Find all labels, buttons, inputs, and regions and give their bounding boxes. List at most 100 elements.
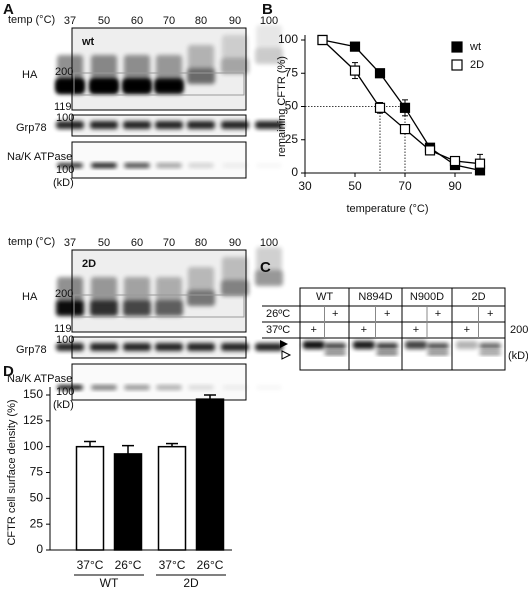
y-tick-label: 25 [30,516,44,530]
band [188,163,214,168]
bar [157,445,187,551]
sample-label: 2D [82,258,96,270]
band [155,300,183,316]
bar [195,398,225,551]
group-label: 2D [183,576,199,590]
arrowhead [281,350,292,360]
y-tick-label: 50 [30,491,44,505]
x-tick-label: 37°C [159,558,186,572]
band [255,343,283,351]
marker-label: 100 [56,334,74,346]
marker [399,102,411,113]
x-tick-label: 90 [448,179,462,193]
lane-label: 37 [64,15,76,27]
bar [75,445,105,551]
band [479,343,502,349]
band [156,55,182,79]
unit-label: (kD) [53,177,74,189]
arrowhead [280,340,288,348]
lane-label: 50 [98,237,110,249]
plus-sign: + [361,324,367,336]
sample-label: wt [81,36,95,48]
band [479,351,502,355]
lane-label: 80 [195,237,207,249]
marker-label: 200 [55,288,73,300]
group-label: N894D [358,291,392,303]
lane-label: 100 [260,15,278,27]
y-tick-label: 100 [278,32,298,46]
blot-frame [71,141,247,179]
marker [424,145,436,156]
band [221,343,249,351]
marker [449,155,461,167]
y-tick-label: 100 [23,439,43,453]
marker-label: 200 [55,66,73,78]
condition-label: 26ºC [266,308,290,320]
band [221,121,249,129]
band [57,385,83,390]
legend-label: wt [469,41,481,53]
band [256,247,282,271]
row-label: Grp78 [16,122,47,134]
band [91,55,117,79]
band [255,121,283,129]
band [187,68,215,84]
y-axis-label: CFTR cell surface density (%) [6,399,18,545]
band [187,290,215,306]
band [124,55,150,79]
band [187,343,215,351]
band [56,121,84,129]
band [90,300,118,316]
lane-label: 100 [260,237,278,249]
y-tick-label: 125 [23,413,43,427]
legend-swatch [451,59,463,71]
marker [317,34,328,46]
lane-label: 80 [195,15,207,27]
plus-sign: + [384,308,390,320]
marker-label: 100 [56,386,74,398]
band [427,343,449,349]
row-label: Grp78 [16,344,47,356]
band [255,48,283,64]
lane-label: 60 [131,237,143,249]
band [256,25,282,49]
band [156,163,182,168]
band [324,351,347,355]
band [123,80,151,92]
row-label: Na/K ATPase [7,373,72,385]
y-tick-label: 50 [285,99,299,113]
marker-label: 100 [56,112,74,124]
legend-label: 2D [470,59,484,71]
band [222,35,248,59]
temp-label: temp (°C) [8,236,55,248]
band [56,80,84,92]
band [124,277,150,301]
y-axis-label: remaining CFTR (%) [276,56,288,157]
band [352,341,375,349]
plus-sign: + [332,308,338,320]
unit-label: (kD) [53,399,74,411]
band [188,45,214,69]
band [376,343,399,349]
band [57,163,83,168]
plus-sign: + [464,324,470,336]
band [222,257,248,281]
y-tick-label: 0 [36,542,43,556]
band [324,343,347,349]
band [56,343,84,351]
band [123,343,151,351]
band [123,300,151,316]
unit-label: (kD) [508,350,528,362]
marker-label: 119 [54,323,72,335]
band [91,163,117,168]
plus-sign: + [487,308,493,320]
row-label: HA [22,69,38,81]
band [256,163,282,168]
group-label: WT [100,576,119,590]
band [156,277,182,301]
blot-frame [71,363,247,401]
band [90,80,118,92]
band [221,280,249,296]
band [188,385,214,390]
band [56,300,84,316]
